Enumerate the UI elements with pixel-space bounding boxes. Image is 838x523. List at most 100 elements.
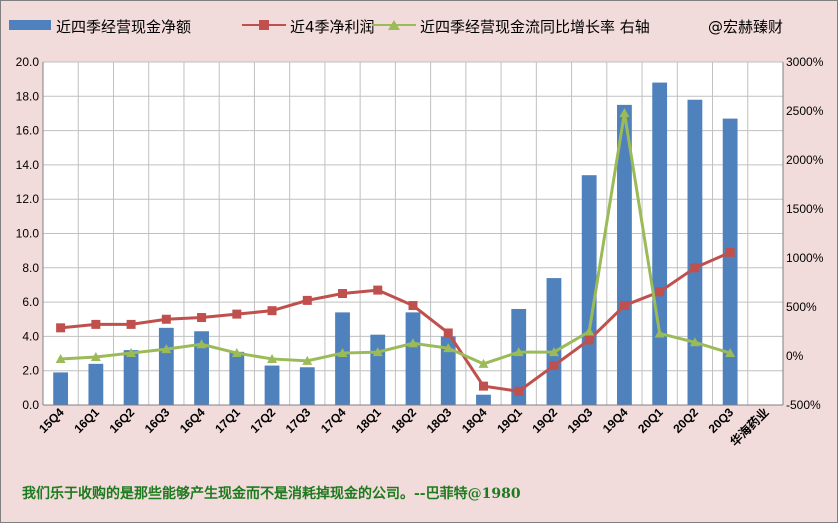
profit-point-20Q1 (655, 287, 665, 297)
growth-point-16Q4 (196, 339, 207, 349)
growth-point-16Q1 (90, 351, 101, 361)
watermark: @宏赫臻财 (708, 18, 783, 36)
x-axis-ticks: 15Q4 16Q1 16Q2 16Q3 16Q4 17Q1 17Q2 17Q3 17Q4 18Q1… (36, 405, 771, 450)
right-tick-label: 2500% (786, 104, 824, 118)
bar-16Q2 (123, 350, 139, 405)
growth-point-19Q1 (513, 347, 524, 357)
legend-marker-growth (388, 20, 400, 30)
growth-point-16Q3 (161, 344, 172, 354)
x-tick-label: 20Q3 (706, 405, 737, 436)
legend-label-profit: 近4季净利润 (290, 18, 375, 36)
right-tick-label: 2000% (786, 153, 824, 167)
x-tick-label: 19Q2 (529, 405, 560, 436)
x-tick-label: 17Q3 (283, 405, 314, 436)
x-tick-label: 19Q3 (565, 405, 596, 436)
left-tick-label: 20.0 (16, 55, 40, 69)
profit-point-17Q2 (267, 306, 277, 316)
bar-17Q2 (264, 365, 280, 405)
legend-marker-profit (259, 20, 269, 30)
bar-20Q3 (722, 118, 738, 405)
bar-18Q3 (440, 336, 456, 405)
growth-point-18Q2 (408, 338, 418, 348)
x-tick-label: 17Q1 (212, 405, 243, 436)
right-tick-label: 1000% (786, 251, 824, 265)
bar-17Q3 (299, 367, 315, 405)
profit-point-20Q2 (690, 263, 700, 273)
bar-19Q1 (511, 308, 527, 405)
profit-point-16Q3 (161, 314, 171, 324)
profit-line (60, 250, 731, 393)
growth-point-20Q2 (689, 337, 700, 347)
profit-point-19Q1 (514, 386, 524, 396)
profit-point-17Q4 (338, 289, 348, 299)
x-tick-label: 18Q2 (388, 405, 419, 436)
left-tick-label: 8.0 (22, 261, 39, 275)
x-tick-label: 20Q1 (635, 405, 666, 436)
bar-19Q3 (581, 175, 597, 405)
legend-swatch-cash (9, 20, 51, 30)
profit-point-16Q4 (197, 313, 207, 323)
x-tick-label: 19Q4 (600, 405, 631, 436)
profit-point-19Q4 (619, 301, 629, 311)
growth-point-15Q4 (55, 353, 66, 363)
left-tick-label: 10.0 (16, 227, 40, 241)
growth-point-20Q1 (654, 328, 665, 338)
profit-point-18Q3 (443, 328, 453, 338)
bar-20Q1 (652, 82, 668, 405)
left-tick-label: 0.0 (22, 398, 39, 412)
left-tick-label: 16.0 (16, 124, 40, 138)
left-tick-label: 18.0 (16, 89, 40, 103)
right-tick-label: -500% (786, 398, 821, 412)
x-tick-label: 19Q1 (494, 405, 525, 436)
x-tick-label: 18Q3 (424, 405, 455, 436)
bar-19Q4 (617, 104, 632, 405)
growth-point-16Q2 (126, 348, 137, 358)
x-tick-label: 17Q2 (248, 405, 279, 436)
left-tick-label: 14.0 (16, 158, 40, 172)
right-tick-label: 1500% (786, 202, 824, 216)
legend: 近四季经营现金净额 近4季净利润 近四季经营现金流同比增长率 右轴 @宏赫臻财 (9, 18, 783, 36)
growth-line (60, 112, 731, 366)
right-tick-label: 0% (786, 349, 804, 363)
x-tick-label: 16Q1 (71, 405, 102, 436)
left-tick-label: 2.0 (22, 364, 39, 378)
bar-20Q2 (687, 99, 703, 405)
growth-point-19Q4 (619, 107, 630, 117)
bar-15Q4 (53, 372, 69, 405)
x-tick-label: 16Q3 (142, 405, 173, 436)
x-tick-label: 15Q4 (36, 405, 67, 436)
x-tick-label: 华海药业 (727, 405, 772, 450)
x-tick-label: 17Q4 (318, 405, 349, 436)
bars (53, 82, 738, 405)
growth-point-19Q2 (548, 347, 559, 357)
right-tick-label: 500% (786, 300, 817, 314)
x-tick-label: 18Q1 (353, 405, 384, 436)
x-tick-label: 18Q4 (459, 405, 490, 436)
profit-point-19Q3 (584, 335, 594, 345)
bar-16Q4 (194, 331, 209, 405)
growth-point-17Q2 (267, 353, 278, 363)
growth-point-17Q3 (302, 355, 313, 365)
profit-point-18Q2 (408, 301, 418, 311)
axes (42, 62, 784, 406)
right-axis-ticks: -500% 0% 500% 1000% 1500% 2000% 2500% 3000% (786, 55, 824, 412)
x-tick-label: 16Q4 (177, 405, 208, 436)
profit-point-16Q2 (126, 319, 136, 329)
profit-point-17Q3 (302, 295, 312, 305)
profit-point-17Q1 (232, 309, 242, 319)
profit-point-18Q1 (373, 285, 383, 295)
growth-point-17Q4 (337, 348, 348, 358)
bar-18Q1 (370, 334, 386, 405)
growth-point-18Q4 (478, 358, 489, 368)
growth-point-17Q1 (231, 348, 242, 358)
footer-quote: 我们乐于收购的是那些能够产生现金而不是消耗掉现金的公司。--巴菲特@1980 (22, 485, 521, 502)
growth-point-18Q3 (443, 343, 454, 353)
left-tick-label: 6.0 (22, 295, 39, 309)
left-tick-label: 4.0 (22, 329, 39, 343)
bar-19Q2 (546, 278, 562, 405)
right-tick-label: 3000% (786, 55, 824, 69)
lines (55, 107, 736, 396)
bar-16Q3 (158, 327, 174, 405)
x-tick-label: 16Q2 (107, 405, 138, 436)
